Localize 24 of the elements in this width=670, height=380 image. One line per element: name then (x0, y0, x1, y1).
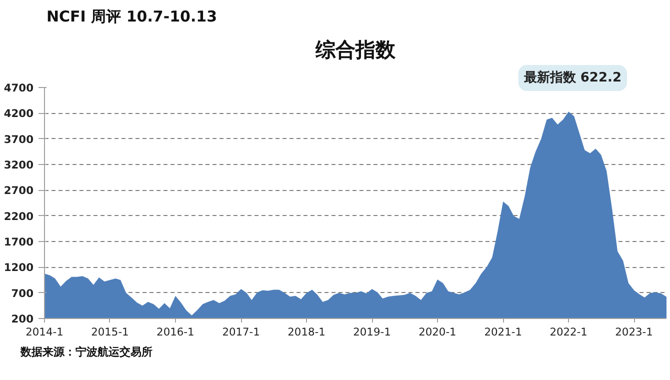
chart-title: NCFI 周评 10.7-10.13 (46, 8, 218, 26)
x-tick-label: 2019-1 (353, 326, 391, 338)
y-tick-label: 700 (11, 286, 34, 300)
source-note: 数据来源：宁波航运交易所 (20, 346, 152, 358)
y-tick-label: 200 (11, 312, 34, 326)
y-tick-label: 1200 (4, 261, 34, 274)
x-tick-label: 2016-1 (156, 326, 194, 338)
y-tick-label: 3700 (4, 132, 34, 146)
x-tick-label: 2018-1 (288, 326, 326, 338)
x-tick-label: 2017-1 (222, 326, 260, 338)
y-tick-label: 3200 (4, 158, 34, 172)
y-tick-label: 1700 (4, 236, 34, 248)
y-tick-label: 2700 (4, 184, 34, 198)
chart-subtitle: 综合指数 (314, 38, 396, 62)
x-tick-label: 2022-1 (550, 326, 588, 338)
x-tick-label: 2020-1 (418, 326, 456, 338)
x-tick-label: 2021-1 (484, 326, 522, 338)
x-tick-label: 2023-1 (615, 326, 653, 338)
text: 最新指数 622.2 (522, 70, 622, 86)
y-tick-label: 2200 (4, 210, 34, 223)
x-tick-label: 2015-1 (91, 326, 129, 338)
y-tick-label: 4700 (4, 82, 34, 94)
y-tick-label: 4200 (4, 107, 34, 120)
x-tick-label: 2014-1 (26, 326, 64, 338)
